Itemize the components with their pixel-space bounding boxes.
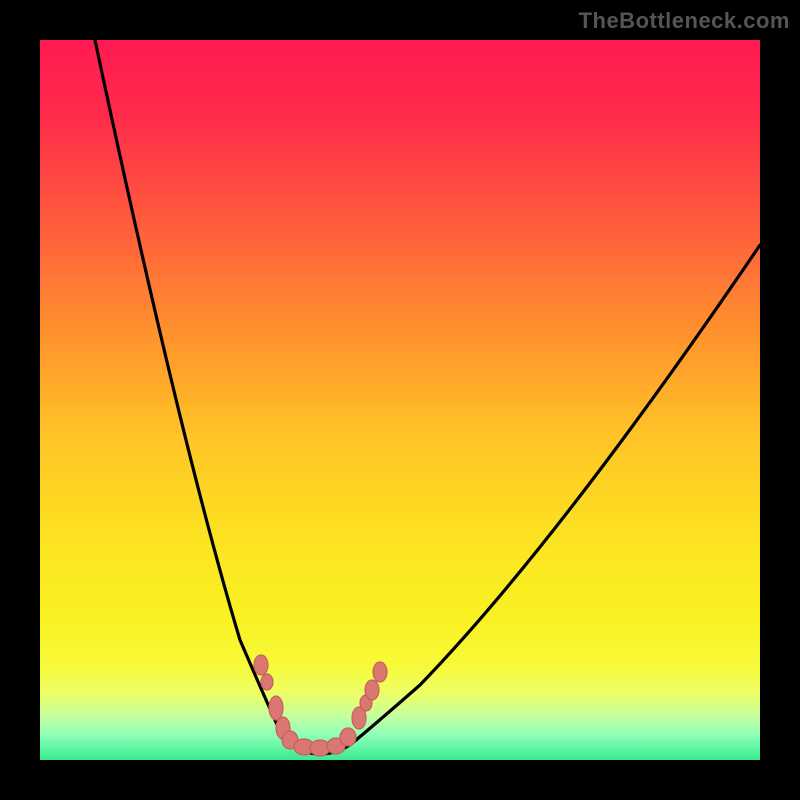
valley-marker-dot (254, 655, 268, 675)
bottleneck-curves (40, 40, 760, 760)
valley-marker-dot (365, 680, 379, 700)
valley-marker-group (254, 655, 387, 756)
chart-frame: TheBottleneck.com (0, 0, 800, 800)
valley-marker-dot (261, 674, 273, 690)
valley-marker-dot (340, 728, 356, 746)
valley-marker-dot (269, 696, 283, 720)
curve-left-branch (95, 40, 284, 740)
curve-right-branch (356, 245, 760, 740)
watermark-text: TheBottleneck.com (579, 8, 790, 34)
valley-marker-dot (373, 662, 387, 682)
